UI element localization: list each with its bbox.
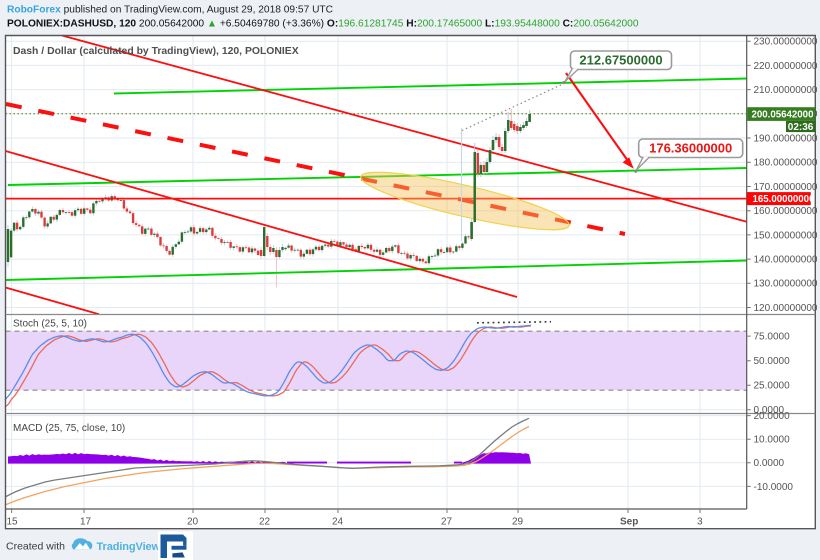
svg-text:20.0000: 20.0000 bbox=[754, 411, 791, 422]
svg-text:75.0000: 75.0000 bbox=[754, 332, 791, 343]
svg-text:140.00000000: 140.00000000 bbox=[754, 255, 818, 266]
svg-text:190.00000000: 190.00000000 bbox=[754, 133, 818, 144]
svg-text:17: 17 bbox=[80, 517, 92, 528]
svg-text:0.0000: 0.0000 bbox=[754, 458, 785, 469]
svg-text:130.00000000: 130.00000000 bbox=[754, 279, 818, 290]
svg-text:22: 22 bbox=[259, 517, 271, 528]
svg-text:02:36: 02:36 bbox=[788, 122, 814, 133]
svg-text:210.00000000: 210.00000000 bbox=[754, 85, 818, 96]
svg-text:Sep: Sep bbox=[620, 517, 638, 528]
svg-text:27: 27 bbox=[441, 517, 453, 528]
svg-text:POLONIEX:DASHUSD, 120 200.0564: POLONIEX:DASHUSD, 120 200.05642000 ▲ +6.… bbox=[7, 19, 639, 30]
svg-text:MACD (25, 75, close, 10): MACD (25, 75, close, 10) bbox=[13, 423, 125, 434]
svg-text:15: 15 bbox=[7, 517, 19, 528]
svg-text:160.00000000: 160.00000000 bbox=[754, 206, 818, 217]
svg-text:-10.0000: -10.0000 bbox=[754, 482, 794, 493]
svg-text:176.36000000: 176.36000000 bbox=[649, 141, 732, 156]
svg-text:Created with: Created with bbox=[6, 541, 65, 553]
svg-text:10.0000: 10.0000 bbox=[754, 435, 791, 446]
svg-text:50.0000: 50.0000 bbox=[754, 356, 791, 367]
svg-text:212.67500000: 212.67500000 bbox=[579, 53, 662, 68]
svg-text:165.00000000: 165.00000000 bbox=[753, 194, 815, 205]
svg-text:120.00000000: 120.00000000 bbox=[754, 303, 818, 314]
svg-text:230.00000000: 230.00000000 bbox=[754, 37, 818, 48]
svg-text:3: 3 bbox=[697, 517, 703, 528]
svg-text:200.05642000: 200.05642000 bbox=[752, 110, 814, 121]
svg-text:RoboForex published on Trading: RoboForex published on TradingView.com, … bbox=[7, 5, 333, 16]
svg-text:Stoch (25, 5, 10): Stoch (25, 5, 10) bbox=[13, 319, 87, 330]
svg-text:TradingView: TradingView bbox=[97, 541, 161, 553]
svg-text:24: 24 bbox=[332, 517, 344, 528]
svg-text:170.00000000: 170.00000000 bbox=[754, 182, 818, 193]
svg-text:29: 29 bbox=[512, 517, 524, 528]
svg-text:20: 20 bbox=[187, 517, 199, 528]
svg-text:25.0000: 25.0000 bbox=[754, 381, 791, 392]
svg-text:Dash / Dollar (calculated by T: Dash / Dollar (calculated by TradingView… bbox=[13, 46, 299, 57]
svg-text:220.00000000: 220.00000000 bbox=[754, 61, 818, 72]
svg-text:150.00000000: 150.00000000 bbox=[754, 230, 818, 241]
svg-text:0.0000: 0.0000 bbox=[754, 405, 785, 416]
svg-text:180.00000000: 180.00000000 bbox=[754, 158, 818, 169]
